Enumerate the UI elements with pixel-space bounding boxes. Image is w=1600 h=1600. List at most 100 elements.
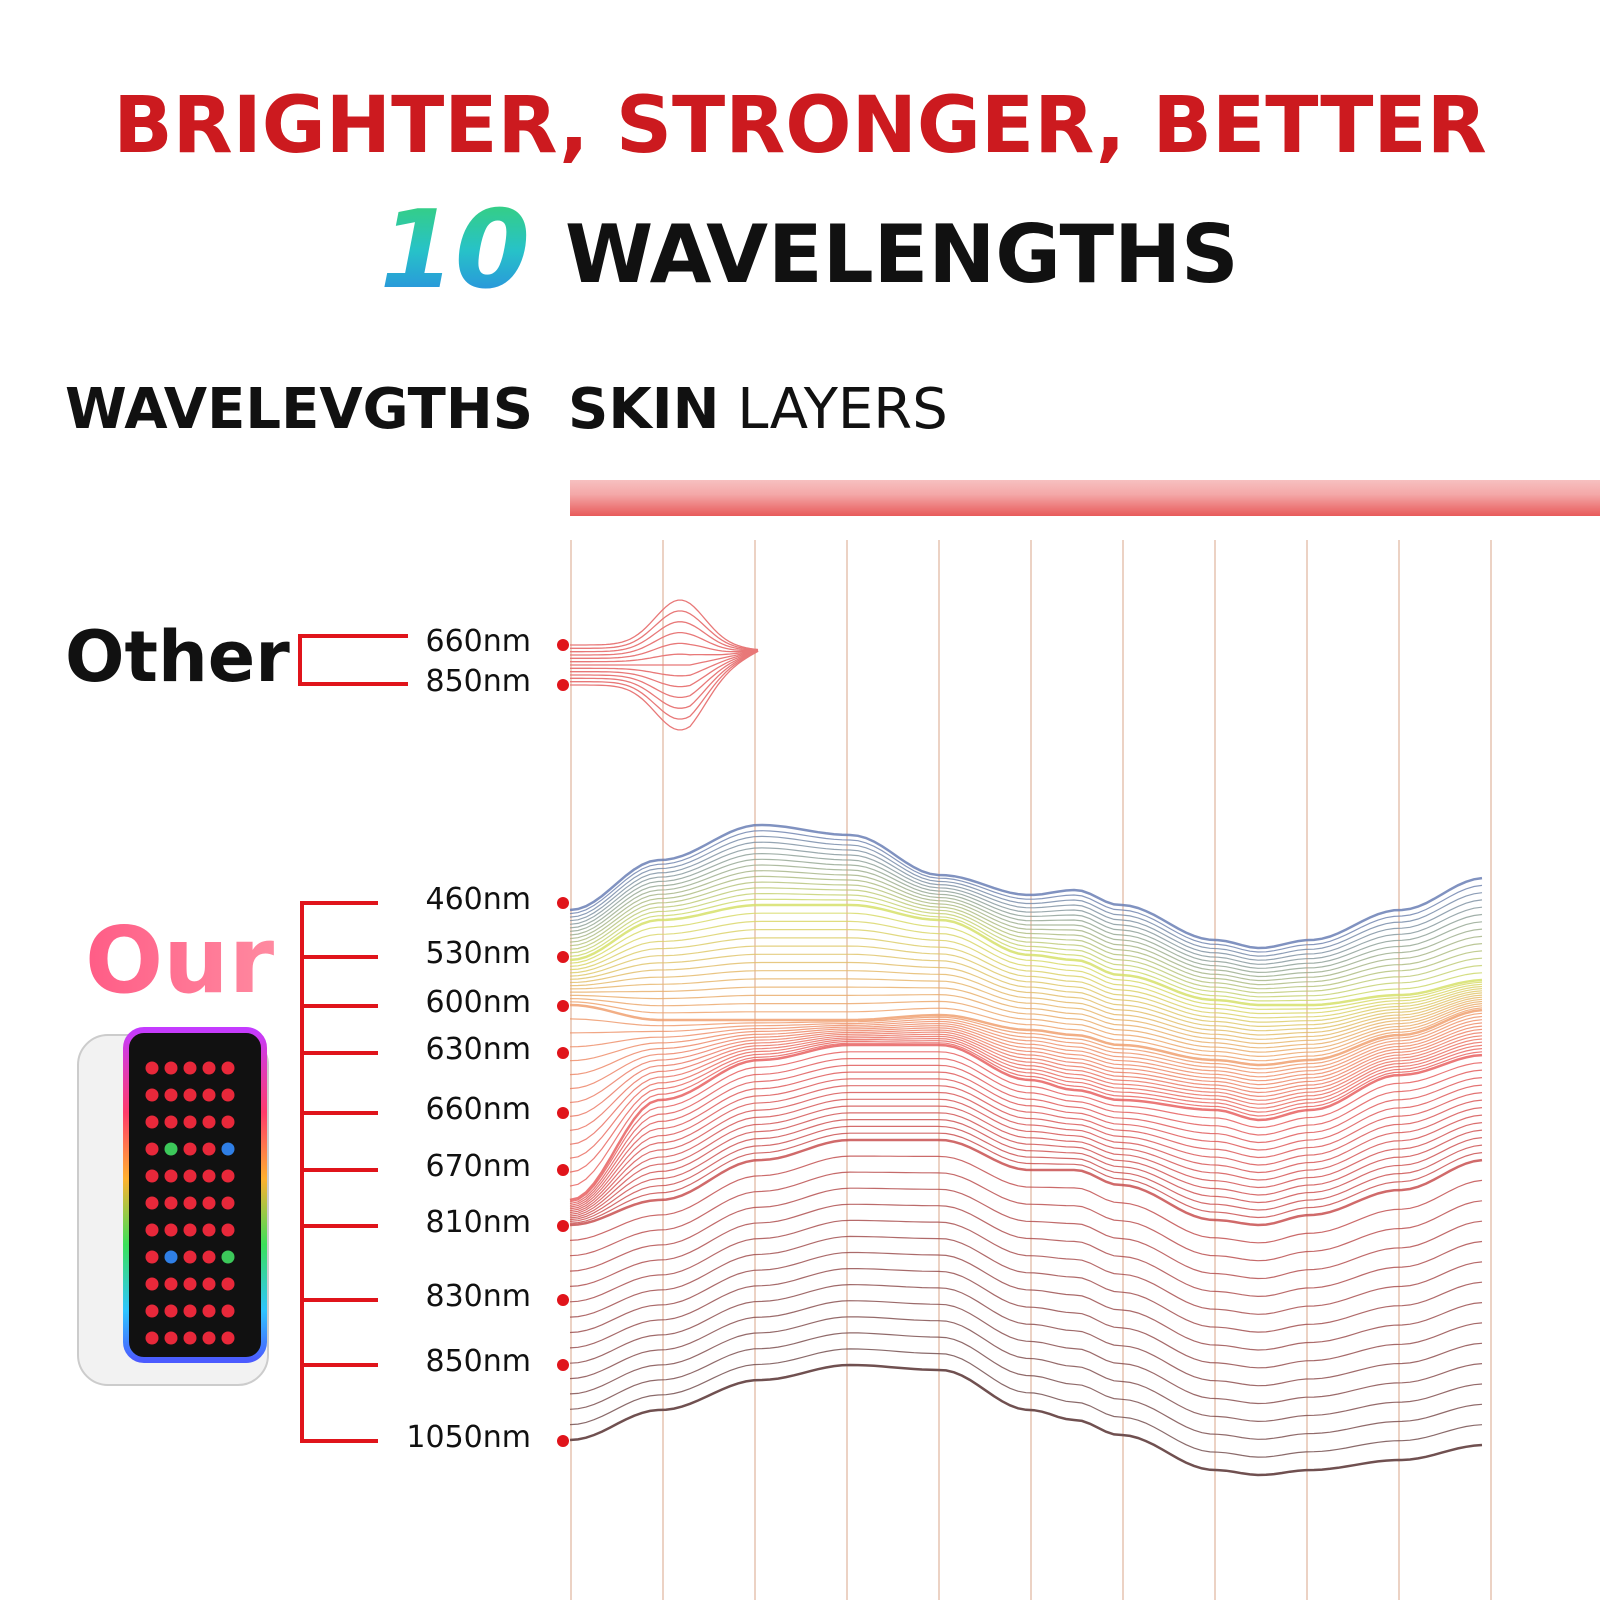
dot [557,1359,569,1371]
dot [557,897,569,909]
led [145,1061,159,1075]
wave-line [569,887,1483,994]
led [202,1250,216,1264]
column-label: SKIN LAYERS [568,377,948,442]
led [183,1304,197,1318]
led [202,1304,216,1318]
wave-line [569,1316,1483,1423]
dot [557,1164,569,1176]
wave-line [569,1187,1483,1280]
wave-line [569,1125,1483,1222]
wave-line [569,1019,1483,1078]
led [183,1250,197,1264]
wave-line [569,1038,1483,1159]
wave-line [570,650,759,720]
wavelength-label: 830nm [426,1279,532,1314]
wave-line [569,1031,1483,1117]
dot [557,639,569,651]
wave-line [569,1300,1483,1405]
wave-line [569,847,1483,965]
led [164,1196,178,1210]
led [221,1115,235,1129]
skin-band [570,480,1600,516]
wave-line [569,1203,1483,1298]
wave-line [569,1219,1483,1315]
wave-line [570,642,759,659]
dot [557,1220,569,1232]
wavelength-label: 630nm [426,1032,532,1067]
led [164,1250,178,1264]
wavelength-label: 850nm [426,1344,532,1379]
led [202,1061,216,1075]
wave-line [569,1027,1483,1090]
led [164,1304,178,1318]
led [164,1331,178,1345]
wavelength-label: 850nm [426,664,532,699]
led [145,1088,159,1102]
led [221,1169,235,1183]
led [145,1196,159,1210]
wave-line [569,1040,1483,1173]
wave-line [569,870,1483,982]
wave-line [570,650,759,709]
led [183,1115,197,1129]
wave-line [569,945,1483,1027]
wave-line [569,1022,1483,1082]
title: BRIGHTER, STRONGER, BETTER [113,81,1487,171]
wave-line [569,998,1483,1058]
wave-line [570,650,759,688]
wave-line [569,1283,1483,1387]
column-label-light: LAYERS [737,377,948,442]
subtitle: WAVELENGTHS [565,208,1239,301]
led [202,1115,216,1129]
wave-line [570,649,759,677]
wavelength-label: 460nm [426,882,532,917]
wave-line [569,1348,1483,1458]
wave-line [569,823,1483,950]
led [221,1196,235,1210]
wave-line [569,1025,1483,1086]
wave-line [569,1085,1483,1212]
wave-line [569,841,1483,961]
wave-line [570,599,759,651]
dot [557,951,569,963]
led [145,1169,159,1183]
wave-line [569,903,1483,1007]
wave-line [570,986,1483,1049]
wave-line [569,1012,1483,1070]
wave-line [570,631,759,656]
count: 10 [380,188,530,313]
wave-line [570,621,758,653]
wave-line [569,920,1483,1015]
wave-line [569,1003,1483,1067]
led [183,1061,197,1075]
wave-line [569,1091,1483,1214]
wave-line [569,1058,1483,1205]
wave-line [570,649,759,666]
led [202,1331,216,1345]
led [145,1250,159,1264]
led [183,1331,197,1345]
led [202,1223,216,1237]
wave-line [569,1112,1483,1219]
led [164,1088,178,1102]
led [164,1169,178,1183]
led [164,1142,178,1156]
led [202,1277,216,1291]
wave-line [570,610,759,651]
wavelength-label: 670nm [426,1149,532,1184]
wave-line [569,835,1483,957]
wave-line [569,1235,1483,1333]
led [221,1331,235,1345]
led [183,1223,197,1237]
wave-line [569,1119,1483,1221]
wave-line [569,1015,1483,1074]
our-label: Our [85,907,275,1014]
led [145,1331,159,1345]
wavelength-label: 810nm [426,1205,532,1240]
wavelength-label: 660nm [426,624,532,659]
led [221,1223,235,1237]
wave-line [569,864,1483,978]
wavelength-label: 1050nm [406,1420,531,1455]
wave-line [569,1138,1483,1227]
